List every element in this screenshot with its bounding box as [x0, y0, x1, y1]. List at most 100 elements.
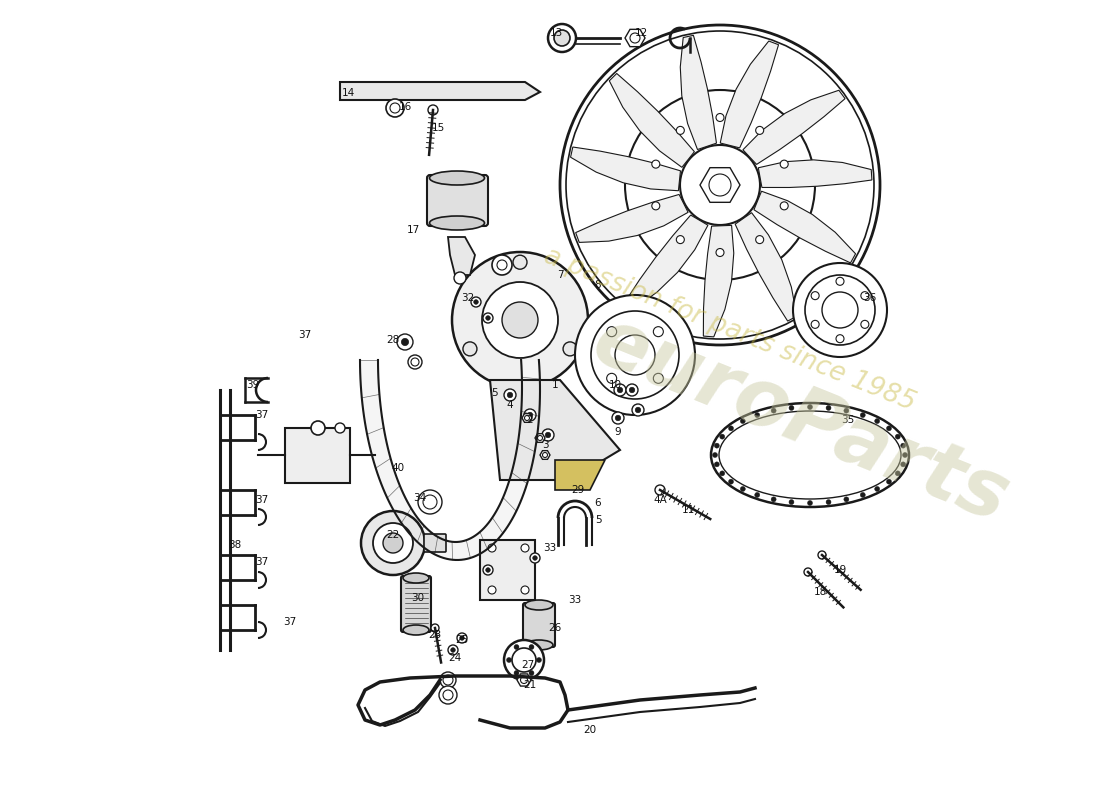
- Polygon shape: [735, 213, 796, 321]
- Circle shape: [443, 675, 453, 685]
- Text: 26: 26: [549, 623, 562, 633]
- Circle shape: [471, 297, 481, 307]
- Circle shape: [780, 160, 789, 168]
- Ellipse shape: [711, 403, 909, 507]
- Circle shape: [901, 462, 905, 467]
- Circle shape: [454, 272, 466, 284]
- Text: 40: 40: [392, 463, 405, 473]
- Circle shape: [521, 544, 529, 552]
- Circle shape: [676, 236, 684, 244]
- Circle shape: [529, 645, 534, 650]
- Circle shape: [456, 633, 468, 643]
- Text: 5: 5: [492, 388, 498, 398]
- Circle shape: [822, 292, 858, 328]
- Text: 11: 11: [681, 505, 694, 515]
- Text: 6: 6: [595, 498, 602, 508]
- Circle shape: [514, 670, 519, 675]
- Circle shape: [575, 295, 695, 415]
- Circle shape: [632, 404, 644, 416]
- Circle shape: [755, 413, 760, 418]
- Circle shape: [836, 278, 844, 286]
- Circle shape: [771, 408, 777, 413]
- Circle shape: [714, 443, 719, 448]
- Circle shape: [563, 342, 578, 356]
- Text: 4: 4: [507, 400, 514, 410]
- Text: 18: 18: [813, 587, 826, 597]
- Circle shape: [617, 387, 623, 393]
- Text: 37: 37: [255, 495, 268, 505]
- Circle shape: [844, 497, 849, 502]
- Text: 2: 2: [527, 415, 534, 425]
- Circle shape: [514, 645, 519, 650]
- Ellipse shape: [403, 625, 429, 635]
- Circle shape: [513, 255, 527, 269]
- Circle shape: [811, 320, 819, 328]
- Circle shape: [431, 624, 439, 632]
- Circle shape: [402, 338, 408, 346]
- Circle shape: [463, 342, 477, 356]
- Circle shape: [826, 406, 830, 410]
- Text: 13: 13: [549, 28, 562, 38]
- Ellipse shape: [719, 411, 901, 499]
- Polygon shape: [700, 168, 740, 202]
- Circle shape: [630, 33, 640, 43]
- Circle shape: [521, 586, 529, 594]
- Polygon shape: [575, 194, 689, 242]
- Circle shape: [771, 497, 777, 502]
- Circle shape: [529, 670, 534, 675]
- Ellipse shape: [525, 640, 553, 650]
- Text: 5: 5: [595, 515, 602, 525]
- Ellipse shape: [525, 600, 553, 610]
- Circle shape: [554, 30, 570, 46]
- Circle shape: [482, 282, 558, 358]
- Text: 8: 8: [595, 280, 602, 290]
- Circle shape: [483, 313, 493, 323]
- Circle shape: [874, 418, 880, 423]
- Circle shape: [538, 435, 542, 441]
- Circle shape: [654, 485, 666, 495]
- Circle shape: [336, 423, 345, 433]
- Circle shape: [793, 263, 887, 357]
- Polygon shape: [340, 82, 540, 100]
- Circle shape: [530, 553, 540, 563]
- Circle shape: [860, 413, 866, 418]
- Polygon shape: [540, 450, 550, 459]
- Text: 1: 1: [552, 380, 559, 390]
- Text: 12: 12: [635, 28, 648, 38]
- Polygon shape: [490, 380, 620, 480]
- FancyBboxPatch shape: [402, 576, 431, 632]
- Text: 21: 21: [524, 680, 537, 690]
- Circle shape: [548, 24, 576, 52]
- Text: 34: 34: [414, 493, 427, 503]
- Circle shape: [710, 174, 732, 196]
- Text: 35: 35: [842, 415, 855, 425]
- Text: 33: 33: [543, 543, 557, 553]
- Text: 27: 27: [521, 660, 535, 670]
- Polygon shape: [680, 35, 716, 150]
- Circle shape: [676, 126, 684, 134]
- Circle shape: [483, 565, 493, 575]
- Circle shape: [887, 479, 891, 484]
- Text: 9: 9: [615, 427, 622, 437]
- Circle shape: [448, 645, 458, 655]
- Circle shape: [818, 551, 826, 559]
- Text: 25: 25: [455, 635, 469, 645]
- Text: 4A: 4A: [653, 495, 667, 505]
- Circle shape: [719, 434, 725, 439]
- Circle shape: [451, 648, 455, 652]
- Polygon shape: [609, 74, 694, 167]
- Circle shape: [383, 533, 403, 553]
- Text: a passion for parts since 1985: a passion for parts since 1985: [540, 243, 920, 417]
- Text: 32: 32: [461, 293, 474, 303]
- Text: 29: 29: [571, 485, 584, 495]
- Text: 16: 16: [398, 102, 411, 112]
- Text: 3: 3: [541, 440, 548, 450]
- Text: 37: 37: [255, 557, 268, 567]
- Circle shape: [625, 90, 815, 280]
- Circle shape: [615, 335, 654, 375]
- Polygon shape: [758, 160, 872, 187]
- Polygon shape: [517, 674, 531, 686]
- Text: 10: 10: [608, 380, 622, 390]
- Circle shape: [740, 418, 746, 423]
- Circle shape: [614, 384, 626, 396]
